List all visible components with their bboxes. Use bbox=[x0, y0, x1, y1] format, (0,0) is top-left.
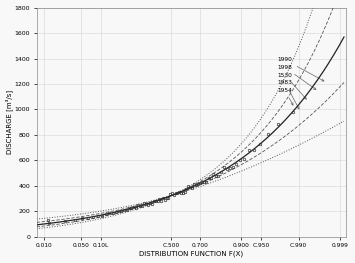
Text: 1990: 1990 bbox=[278, 57, 324, 81]
X-axis label: DISTRIBUTION FUNCTION F(X): DISTRIBUTION FUNCTION F(X) bbox=[139, 251, 244, 257]
Text: 1530: 1530 bbox=[278, 73, 306, 99]
Text: 1983: 1983 bbox=[278, 80, 299, 109]
Text: 1954: 1954 bbox=[278, 88, 293, 105]
Text: 1998: 1998 bbox=[278, 65, 316, 90]
Y-axis label: DISCHARGE [m³/s]: DISCHARGE [m³/s] bbox=[6, 90, 13, 154]
